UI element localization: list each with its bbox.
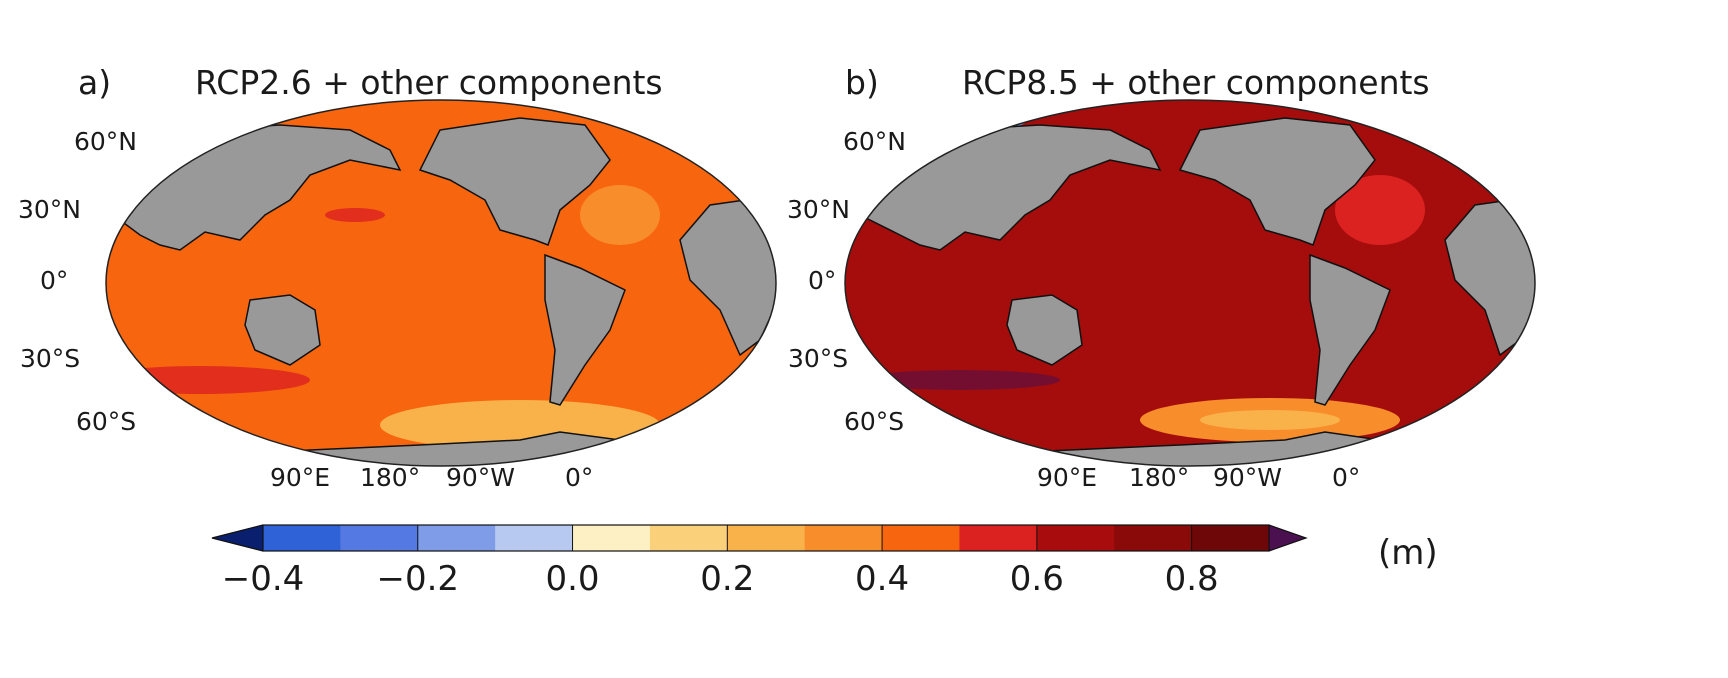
panel-b-lat-60n: 60°N <box>843 127 907 156</box>
colorbar-tick-label: 0.4 <box>855 559 910 599</box>
panel-b-lon-0: 0° <box>1332 463 1361 492</box>
panel-b-south-indian-band <box>860 370 1060 390</box>
colorbar-swatch <box>1191 525 1270 551</box>
panel-a-lon-90e: 90°E <box>270 463 331 492</box>
panel-b-lon-90e: 90°E <box>1037 463 1098 492</box>
colorbar-swatches <box>263 525 1270 551</box>
colorbar-tick-label: 0.2 <box>700 559 755 599</box>
panel-b-lat-0: 0° <box>808 266 837 295</box>
colorbar-swatch <box>649 525 728 551</box>
panel-b-map-border <box>844 99 1536 467</box>
colorbar-swatch <box>804 525 883 551</box>
panel-b-lon-180: 180° <box>1129 463 1190 492</box>
colorbar-swatch <box>572 525 651 551</box>
panel-a-lon-90w: 90°W <box>446 463 516 492</box>
panel-b-lat-60s: 60°S <box>844 407 905 436</box>
colorbar-over-arrow <box>1269 525 1306 551</box>
colorbar-tick-label: −0.2 <box>376 559 460 599</box>
colorbar-under-arrow <box>212 525 263 551</box>
panel-a-lon-0: 0° <box>565 463 594 492</box>
colorbar-swatch <box>959 525 1038 551</box>
panel-a-north-pacific-patch <box>325 208 385 222</box>
panel-b-north-atlantic-patch <box>1335 175 1425 245</box>
panel-a-lat-30n: 30°N <box>18 195 82 224</box>
panel-a-lat-60n: 60°N <box>74 127 138 156</box>
colorbar-frame <box>262 524 1270 552</box>
panel-b-title: RCP8.5 + other components <box>962 63 1430 102</box>
colorbar-swatch <box>340 525 419 551</box>
panel-b-lon-90w: 90°W <box>1213 463 1283 492</box>
colorbar-swatch <box>727 525 806 551</box>
panel-a-lat-60s: 60°S <box>76 407 137 436</box>
panel-b-lat-30s: 30°S <box>788 344 849 373</box>
colorbar-tick-label: 0.8 <box>1164 559 1219 599</box>
colorbar-swatch <box>263 525 341 551</box>
panel-b-southern-ocean-inner <box>1200 410 1340 430</box>
panel-a-north-atlantic-patch <box>580 185 660 245</box>
panel-a-lat-30s: 30°S <box>20 344 81 373</box>
colorbar-swatch <box>417 525 496 551</box>
panel-a-lat-0: 0° <box>40 266 69 295</box>
colorbar-unit: (m) <box>1378 533 1438 573</box>
panel-b-lat-30n: 30°N <box>787 195 851 224</box>
panel-a-letter: a) <box>78 63 112 102</box>
colorbar-swatch <box>1114 525 1193 551</box>
colorbar-arrow-outline-left <box>211 524 264 552</box>
colorbar-swatch <box>495 525 574 551</box>
panel-a-lon-180: 180° <box>360 463 421 492</box>
panel-a-map-border <box>105 99 777 467</box>
colorbar-tick-label: 0.0 <box>545 559 600 599</box>
colorbar-tick-label: −0.4 <box>221 559 305 599</box>
colorbar-swatch <box>1036 525 1115 551</box>
colorbar-tick-label: 0.6 <box>1009 559 1064 599</box>
panel-b-letter: b) <box>845 63 879 102</box>
panel-a-title: RCP2.6 + other components <box>195 63 663 102</box>
colorbar-arrow-outline-right <box>1268 524 1308 552</box>
colorbar-swatch <box>882 525 960 551</box>
